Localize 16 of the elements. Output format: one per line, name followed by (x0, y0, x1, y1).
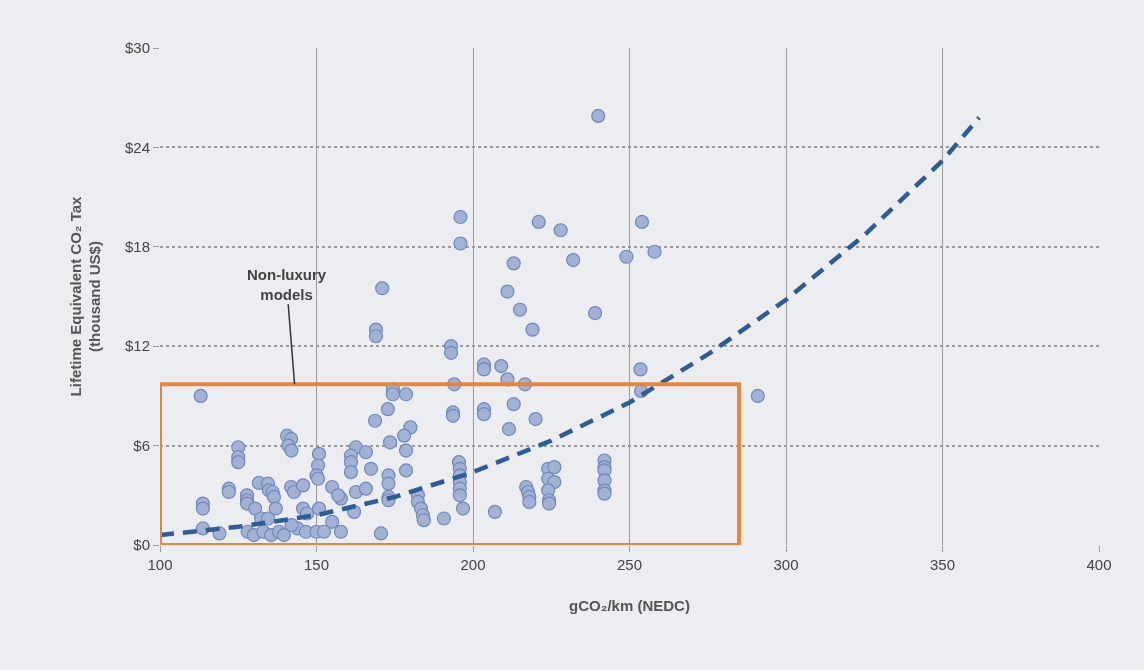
x-tick-label: 200 (460, 556, 486, 573)
y-tick-label: $12 (124, 337, 150, 355)
annotation: Non-luxury models (247, 266, 327, 303)
y-tick-label: $24 (124, 138, 150, 156)
y-tick-label: $18 (124, 238, 150, 256)
x-tick-label: 350 (929, 556, 956, 573)
x-axis-title: gCO₂/km (NEDC) (569, 597, 690, 614)
y-axis-title: Lifetime Equivalent CO₂ Tax (thousand US$) (66, 195, 104, 397)
x-tick-label: 300 (773, 556, 799, 573)
y-tick-label: $30 (124, 39, 150, 57)
y-tick-label: $6 (133, 436, 150, 454)
x-tick-label: 100 (147, 556, 173, 573)
x-tick-label: 150 (303, 556, 330, 573)
x-tick-label: 400 (1086, 556, 1112, 573)
y-tick-label: $0 (133, 536, 150, 554)
x-tick-label: 250 (616, 556, 643, 573)
